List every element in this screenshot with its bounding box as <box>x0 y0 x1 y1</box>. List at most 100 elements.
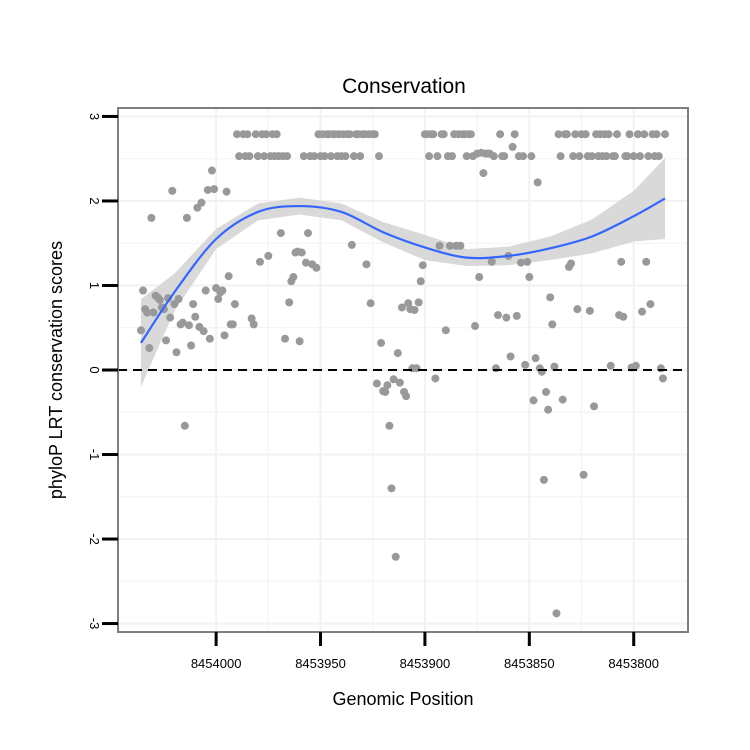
data-point <box>264 251 273 260</box>
data-point <box>489 152 498 161</box>
confidence-band <box>140 157 666 387</box>
data-point <box>512 311 521 320</box>
data-point <box>523 257 532 266</box>
data-point <box>661 130 670 139</box>
data-point <box>658 374 667 383</box>
data-point <box>295 337 304 346</box>
data-point <box>431 374 440 383</box>
data-point <box>228 320 237 329</box>
data-point <box>525 273 534 282</box>
data-point <box>347 240 356 249</box>
y-axis: -3 -2 -1 0 1 2 3 <box>87 113 118 629</box>
data-point <box>249 320 258 329</box>
data-point <box>429 130 438 139</box>
data-point <box>581 130 590 139</box>
data-point <box>180 421 189 430</box>
plot-panel <box>117 107 689 633</box>
data-point <box>178 318 187 327</box>
data-point <box>652 130 661 139</box>
data-point <box>435 241 444 250</box>
data-point <box>199 327 208 336</box>
data-point <box>496 130 505 139</box>
data-point <box>182 213 191 222</box>
data-point <box>439 130 448 139</box>
data-point <box>644 152 653 161</box>
data-point <box>414 298 423 307</box>
data-point <box>631 361 640 370</box>
data-point <box>479 169 488 178</box>
data-point <box>235 152 244 161</box>
data-point <box>575 152 584 161</box>
data-point <box>299 152 308 161</box>
data-point <box>289 273 298 282</box>
data-point <box>230 300 239 309</box>
data-point <box>433 152 442 161</box>
data-point <box>301 258 310 267</box>
data-point <box>172 348 181 357</box>
y-tick-label: -2 <box>87 533 102 545</box>
data-point <box>283 152 292 161</box>
data-point <box>272 130 281 139</box>
data-point <box>149 308 158 317</box>
data-point <box>500 152 509 161</box>
data-point <box>425 152 434 161</box>
confidence-band-group <box>140 157 666 387</box>
data-point <box>345 130 354 139</box>
data-point <box>162 336 171 345</box>
data-point <box>391 552 400 561</box>
data-point <box>184 321 193 330</box>
data-point <box>602 152 611 161</box>
data-point <box>310 152 319 161</box>
x-axis-label: Genomic Position <box>332 689 473 709</box>
data-point <box>508 142 517 151</box>
data-point <box>168 186 177 195</box>
data-point <box>527 152 536 161</box>
data-point <box>201 286 210 295</box>
data-point <box>610 152 619 161</box>
data-point <box>402 392 411 401</box>
data-point <box>191 312 200 321</box>
data-point <box>502 313 511 322</box>
data-point <box>539 475 548 484</box>
data-point <box>569 152 578 161</box>
data-point <box>554 130 563 139</box>
data-point <box>646 300 655 309</box>
data-point <box>567 259 576 268</box>
data-point <box>529 396 538 405</box>
data-point <box>285 298 294 307</box>
smooth-line <box>140 197 666 344</box>
smooth-line-group <box>140 197 666 344</box>
data-point <box>521 360 530 369</box>
data-point <box>155 295 164 304</box>
data-point <box>623 152 632 161</box>
data-point <box>491 364 500 373</box>
data-point <box>320 152 329 161</box>
y-tick-label: 0 <box>87 366 102 373</box>
data-point <box>558 395 567 404</box>
data-point <box>516 258 525 267</box>
data-point <box>260 152 269 161</box>
data-point <box>587 152 596 161</box>
data-point <box>537 367 546 376</box>
data-point <box>562 130 571 139</box>
data-point <box>214 295 223 304</box>
data-point <box>606 361 615 370</box>
data-point <box>381 387 390 396</box>
data-point <box>372 379 381 388</box>
data-point <box>220 331 229 340</box>
y-tick-label: 2 <box>87 197 102 204</box>
data-point <box>638 307 647 316</box>
data-point <box>410 305 419 314</box>
y-tick-label: -1 <box>87 449 102 461</box>
data-point <box>654 152 663 161</box>
data-point <box>224 272 233 281</box>
data-point <box>471 322 480 331</box>
data-point <box>629 152 638 161</box>
data-point <box>487 257 496 266</box>
data-point <box>383 381 392 390</box>
data-point <box>189 300 198 309</box>
data-point <box>613 130 622 139</box>
data-point <box>617 257 626 266</box>
data-point <box>297 248 306 257</box>
